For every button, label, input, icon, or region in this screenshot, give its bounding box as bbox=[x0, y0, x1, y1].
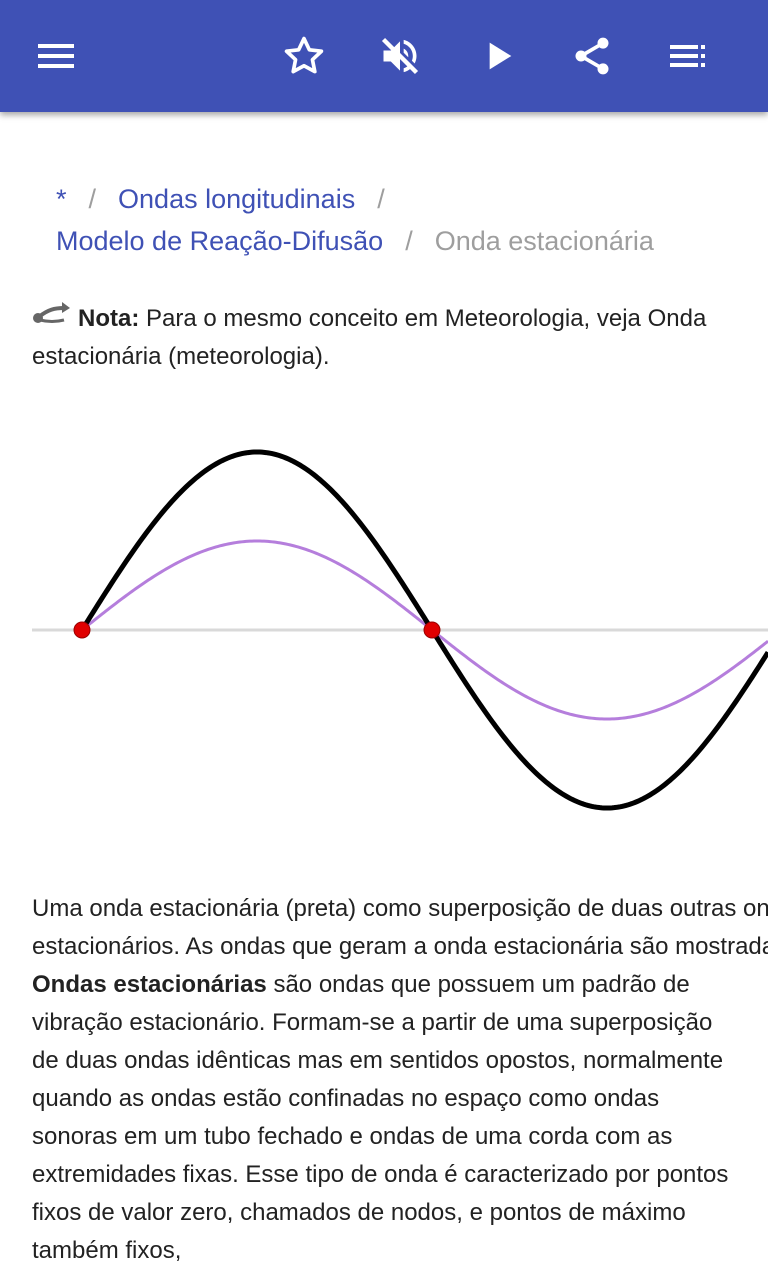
menu-button[interactable] bbox=[24, 24, 88, 88]
share-icon bbox=[575, 37, 609, 75]
breadcrumb-current: Onda estacionária bbox=[434, 226, 654, 256]
note-label: Nota: bbox=[78, 305, 140, 332]
article-term: Ondas estacionárias bbox=[32, 971, 267, 998]
contents-button[interactable] bbox=[656, 24, 720, 88]
breadcrumb-link-root[interactable]: * bbox=[56, 184, 67, 214]
bookmark-button[interactable] bbox=[272, 24, 336, 88]
component-wave-curve bbox=[81, 539, 768, 721]
star-icon bbox=[284, 36, 324, 74]
breadcrumb-separator: / bbox=[377, 184, 385, 214]
app-toolbar bbox=[0, 0, 768, 112]
breadcrumb-separator: / bbox=[405, 226, 413, 256]
menu-icon bbox=[38, 44, 74, 68]
article-paragraph: Ondas estacionárias são ondas que possue… bbox=[32, 966, 732, 1270]
node-point bbox=[423, 621, 441, 639]
note-text[interactable]: Para o mesmo conceito em Meteorologia, v… bbox=[32, 305, 707, 370]
article-text: são ondas que possuem um padrão de vibra… bbox=[32, 971, 729, 1264]
play-button[interactable] bbox=[466, 24, 530, 88]
article-body: Uma onda estacionária (preta) como super… bbox=[32, 890, 768, 1270]
breadcrumb-separator: / bbox=[88, 184, 97, 214]
standing-wave-figure[interactable] bbox=[0, 400, 768, 860]
volume-off-icon bbox=[381, 37, 419, 75]
node-point bbox=[73, 621, 91, 639]
share-button[interactable] bbox=[560, 24, 624, 88]
disambiguation-note: Nota: Para o mesmo conceito em Meteorolo… bbox=[32, 300, 732, 376]
figure-caption-line-1: Uma onda estacionária (preta) como super… bbox=[32, 895, 768, 922]
playlist-icon bbox=[670, 45, 705, 67]
breadcrumb-link-modelo-reacao-difusao[interactable]: Modelo de Reação-Difusão bbox=[56, 226, 384, 256]
figure-caption-line-2: estacionários. As ondas que geram a onda… bbox=[32, 933, 768, 960]
standing-wave-curve bbox=[79, 449, 768, 811]
breadcrumb: * / Ondas longitudinais / Modelo de Reação-D… bbox=[56, 178, 746, 262]
breadcrumb-link-ondas-longitudinais[interactable]: Ondas longitudinais bbox=[118, 184, 356, 214]
redirect-arrow-icon bbox=[33, 302, 70, 323]
mute-button[interactable] bbox=[368, 24, 432, 88]
play-icon bbox=[489, 42, 512, 70]
